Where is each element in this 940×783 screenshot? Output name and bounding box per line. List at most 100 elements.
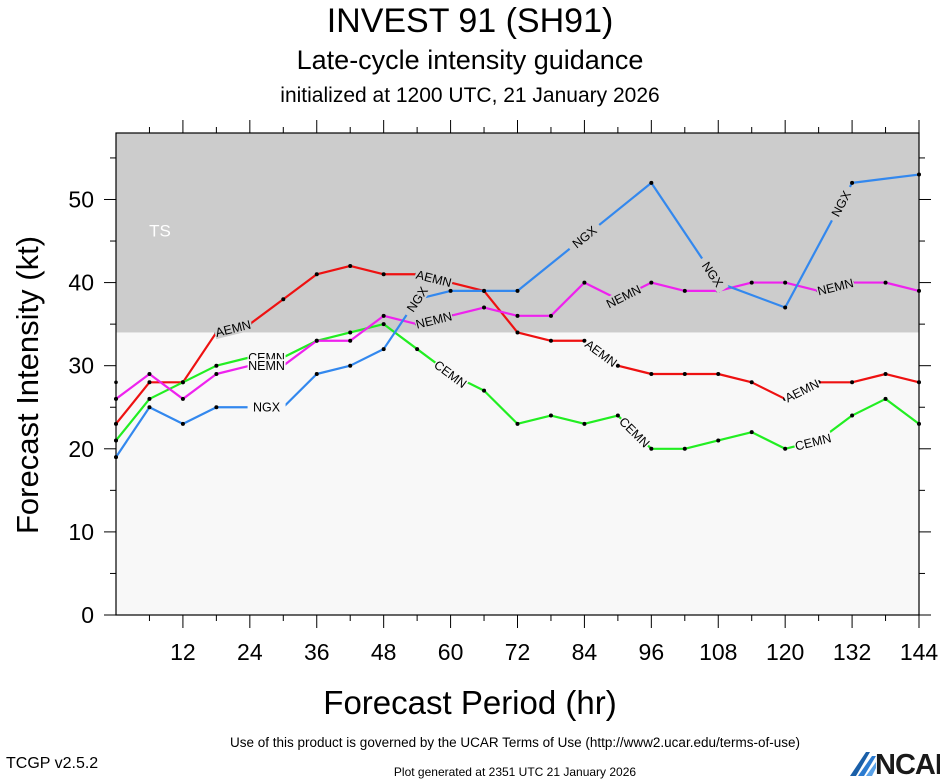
series-label-gap xyxy=(247,359,286,373)
series-label-gap xyxy=(431,357,470,391)
data-point xyxy=(180,421,185,426)
data-point xyxy=(114,438,118,443)
ts-band-label: TS xyxy=(149,222,171,241)
data-point xyxy=(482,305,487,310)
data-point xyxy=(515,421,520,426)
ts-band xyxy=(116,133,919,333)
data-point xyxy=(114,396,118,401)
x-tick-label: 60 xyxy=(438,639,464,665)
data-point xyxy=(314,372,319,376)
y-tick-label: 40 xyxy=(68,270,94,296)
series-label-gap xyxy=(793,430,834,453)
x-tick-label: 12 xyxy=(170,639,196,665)
data-point xyxy=(515,313,520,318)
chart-title: INVEST 91 (SH91) xyxy=(326,2,614,40)
series-label-gap xyxy=(401,279,434,319)
data-point xyxy=(515,330,520,335)
data-point xyxy=(783,446,788,451)
y-axis-label: Forecast Intensity (kt) xyxy=(10,235,45,535)
x-tick-label: 120 xyxy=(766,639,804,665)
data-point xyxy=(582,280,587,285)
ncar-logo-text: NCAR xyxy=(875,749,940,781)
series-line xyxy=(115,173,920,458)
data-point xyxy=(917,421,921,426)
data-point xyxy=(615,413,620,418)
data-point xyxy=(281,297,286,302)
x-tick-label: 132 xyxy=(833,639,871,665)
series-label-gap xyxy=(826,183,856,224)
data-point xyxy=(716,438,721,443)
series-label-gap xyxy=(603,282,644,311)
data-point xyxy=(448,288,453,293)
data-point xyxy=(147,396,152,401)
data-point xyxy=(147,405,152,410)
x-tick-label: 48 xyxy=(371,639,397,665)
data-point xyxy=(883,396,888,401)
data-point xyxy=(649,280,654,285)
data-point xyxy=(381,322,386,327)
data-point xyxy=(314,338,319,343)
data-point xyxy=(682,446,687,451)
generated-timestamp: Plot generated at 2351 UTC 21 January 20… xyxy=(393,765,637,779)
ncar-logo-mark xyxy=(850,752,876,776)
data-point xyxy=(548,313,553,318)
data-point xyxy=(348,330,353,335)
series-label-gap xyxy=(815,275,856,298)
data-point xyxy=(381,347,386,352)
series-label-gap xyxy=(616,414,653,451)
x-axis-label: Forecast Period (hr) xyxy=(323,684,617,721)
x-tick-label: 24 xyxy=(237,639,263,665)
series-label-gap xyxy=(247,400,286,414)
data-point xyxy=(348,363,353,368)
data-point xyxy=(615,363,620,368)
data-point xyxy=(883,280,888,285)
data-point xyxy=(917,172,921,177)
data-point xyxy=(749,280,754,285)
data-point xyxy=(180,396,185,401)
x-tick-label: 84 xyxy=(572,639,598,665)
data-point xyxy=(482,388,487,393)
series-label-gap xyxy=(582,336,621,370)
series-label-gap xyxy=(413,309,454,331)
series-label-gap xyxy=(781,376,822,405)
y-tick-label: 50 xyxy=(68,186,94,212)
x-tick-label: 96 xyxy=(639,639,665,665)
data-point xyxy=(147,380,152,385)
data-point xyxy=(482,288,487,293)
y-tick-label: 0 xyxy=(81,602,94,628)
series-label-gap xyxy=(696,254,729,294)
series-label: NEMN xyxy=(248,359,285,373)
below-ts-band xyxy=(116,332,919,615)
data-point xyxy=(515,288,520,293)
data-point xyxy=(850,380,855,385)
data-point xyxy=(582,421,587,426)
data-point xyxy=(783,305,788,310)
data-point xyxy=(917,380,921,385)
axis-edge-marker xyxy=(114,380,118,385)
data-point xyxy=(783,280,788,285)
data-point xyxy=(114,421,118,426)
version-label: TCGP v2.5.2 xyxy=(6,755,99,772)
data-point xyxy=(917,288,921,293)
series-label-gap xyxy=(413,267,454,290)
data-point xyxy=(214,372,219,376)
data-point xyxy=(649,446,654,451)
data-point xyxy=(649,180,654,185)
data-point xyxy=(749,380,754,385)
x-tick-label: 36 xyxy=(304,639,330,665)
data-point xyxy=(716,372,721,376)
data-point xyxy=(850,180,855,185)
intensity-chart: TS 12 24 36 48 60 72 84 96 108 120 132 144 0 10 20 30 40 5… xyxy=(68,120,938,665)
chart-subtitle: Late-cycle intensity guidance xyxy=(296,45,644,75)
data-point xyxy=(180,380,185,385)
data-point xyxy=(214,405,219,410)
data-point xyxy=(381,272,386,277)
data-point xyxy=(348,263,353,268)
series-label: NGX xyxy=(253,401,281,415)
x-tick-label: 72 xyxy=(505,639,531,665)
series-label-gap xyxy=(213,317,254,340)
data-point xyxy=(682,288,687,293)
data-point xyxy=(682,372,687,376)
x-tick-label: 108 xyxy=(699,639,737,665)
terms-of-use-notice: Use of this product is governed by the U… xyxy=(230,735,800,750)
